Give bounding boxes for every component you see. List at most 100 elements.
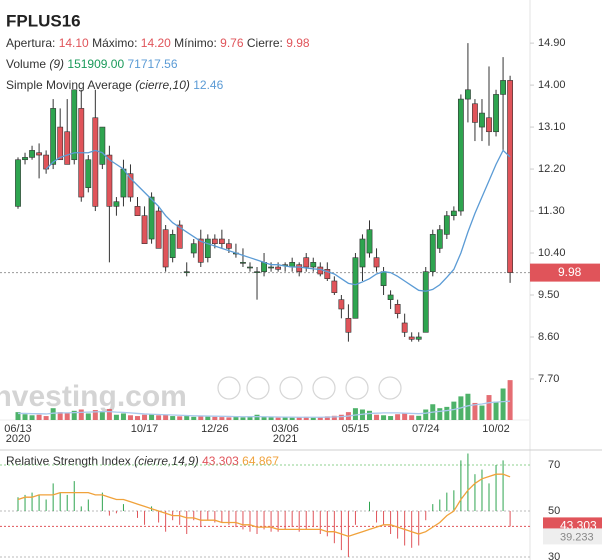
candle-body bbox=[106, 154, 113, 207]
candle-body bbox=[92, 117, 99, 207]
volume-bar bbox=[15, 412, 21, 420]
volume-bar bbox=[289, 417, 295, 420]
candle-body bbox=[331, 280, 338, 293]
volume-bar bbox=[268, 417, 274, 420]
volume-bar bbox=[71, 410, 77, 420]
volume-bar bbox=[352, 408, 358, 420]
volume-bar bbox=[338, 414, 344, 420]
volume-bar bbox=[191, 416, 197, 420]
candle-body bbox=[345, 318, 352, 333]
candle-body bbox=[401, 322, 408, 333]
candle-body bbox=[36, 152, 42, 156]
candle-body bbox=[169, 234, 176, 258]
volume-bar bbox=[127, 415, 133, 420]
candle-body bbox=[176, 224, 183, 249]
candle-body bbox=[148, 196, 155, 240]
volume-ma-line bbox=[18, 400, 511, 418]
legend: FPLUS16 bbox=[6, 11, 81, 30]
y-tick-label: 50 bbox=[548, 505, 560, 517]
rsi-ma-line bbox=[17, 473, 511, 537]
y-tick-label: 8.60 bbox=[538, 331, 559, 343]
volume-bar bbox=[465, 393, 471, 420]
tool-button[interactable] bbox=[279, 376, 303, 400]
legend-row: Simple Moving Average (cierre,10) 12.46 bbox=[6, 78, 224, 92]
candle-body bbox=[29, 150, 35, 158]
info-label: Máximo: bbox=[92, 36, 137, 50]
tool-button[interactable] bbox=[246, 376, 270, 400]
volume-bar bbox=[156, 415, 162, 420]
volume-bar bbox=[43, 416, 49, 420]
x-tick-label: 05/15 bbox=[342, 423, 370, 435]
volume-bar bbox=[395, 414, 401, 420]
candle-body bbox=[275, 266, 282, 270]
candle-body bbox=[85, 159, 92, 189]
volume-bar bbox=[177, 416, 183, 420]
candle-body bbox=[387, 294, 394, 300]
volume-bar bbox=[402, 413, 408, 420]
indicator-params: (9) bbox=[49, 57, 64, 71]
candle-body bbox=[268, 266, 274, 269]
volume-bar bbox=[416, 415, 422, 420]
volume-bar bbox=[310, 417, 316, 420]
candle-body bbox=[493, 94, 499, 133]
volume-bar bbox=[106, 408, 112, 420]
volume-bar bbox=[254, 414, 260, 420]
candle-body bbox=[261, 262, 267, 272]
volume-bar bbox=[22, 414, 28, 420]
indicator-value: 43.303 bbox=[202, 454, 239, 468]
volume-bar bbox=[374, 414, 380, 420]
candle-body bbox=[429, 234, 436, 272]
tool-button[interactable] bbox=[378, 376, 402, 400]
toolbar bbox=[217, 376, 402, 400]
info-value: 9.98 bbox=[286, 36, 310, 50]
x-tick-label: 10/02 bbox=[482, 423, 510, 435]
candle-body bbox=[204, 238, 211, 258]
volume-bar bbox=[219, 417, 225, 420]
candle-body bbox=[57, 126, 64, 161]
x-tick-label: 12/26 bbox=[201, 423, 229, 435]
volume-bar bbox=[163, 414, 169, 420]
candle-body bbox=[338, 299, 345, 310]
tool-button[interactable] bbox=[345, 376, 369, 400]
candle-body bbox=[247, 266, 253, 269]
y-tick-label: 70 bbox=[548, 459, 560, 471]
x-tick-label: 06/13 bbox=[4, 423, 32, 435]
candle-body bbox=[127, 173, 134, 198]
info-label: Apertura: bbox=[6, 36, 55, 50]
candle-body bbox=[64, 131, 71, 165]
candle-body bbox=[450, 210, 457, 216]
candle-body bbox=[211, 238, 218, 244]
y-tick-label: 11.30 bbox=[538, 205, 565, 217]
y-tick-label: 30 bbox=[548, 551, 560, 560]
volume-bar bbox=[423, 409, 429, 420]
candle-body bbox=[507, 80, 513, 273]
x-tick-label: 07/24 bbox=[412, 423, 440, 435]
rsi-tag bbox=[543, 528, 602, 545]
volume-bar bbox=[367, 410, 372, 420]
candle-body bbox=[50, 108, 57, 165]
candle-body bbox=[479, 112, 485, 128]
candle-body bbox=[422, 271, 429, 333]
candle-body bbox=[366, 229, 373, 254]
legend-row: Apertura: 14.10 Máximo: 14.20 Mínimo: 9.… bbox=[6, 36, 310, 50]
volume-bar bbox=[247, 416, 253, 420]
candle-body bbox=[15, 159, 21, 207]
rsi-tag-label: 39.233 bbox=[560, 531, 594, 543]
symbol: FPLUS16 bbox=[6, 11, 81, 30]
candle-body bbox=[324, 269, 331, 279]
candle-body bbox=[352, 257, 359, 319]
x-tick-label: 03/06 bbox=[271, 423, 299, 435]
y-tick-label: 7.70 bbox=[538, 373, 559, 385]
indicator-params: (cierre,14,9) bbox=[134, 454, 199, 468]
tool-button[interactable] bbox=[312, 376, 336, 400]
volume-bar bbox=[282, 417, 288, 420]
candle-body bbox=[134, 206, 141, 216]
volume-bar bbox=[120, 413, 126, 420]
volume-bar bbox=[212, 416, 218, 420]
volume-bar bbox=[507, 380, 513, 420]
tool-button[interactable] bbox=[217, 376, 241, 400]
candle-body bbox=[436, 229, 443, 249]
candle-body bbox=[155, 210, 162, 249]
volume-bar bbox=[78, 409, 84, 420]
